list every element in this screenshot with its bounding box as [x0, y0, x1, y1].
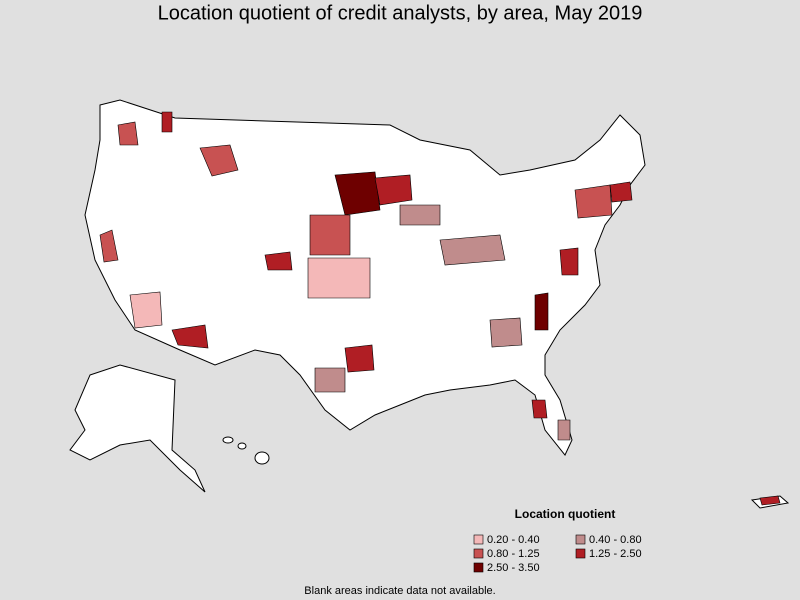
area	[161, 111, 173, 133]
area	[344, 344, 375, 373]
area	[759, 495, 781, 506]
legend-label: 1.25 - 2.50	[589, 548, 642, 560]
footnote: Blank areas indicate data not available.	[304, 585, 495, 597]
hawaii	[222, 436, 270, 465]
map-title: Location quotient of credit analysts, by…	[158, 2, 643, 24]
area	[374, 174, 413, 206]
legend-swatch	[575, 534, 586, 545]
legend: 0.20 - 0.40 0.40 - 0.80 0.80 - 1.25 1.25 - …	[473, 534, 642, 574]
legend-label: 0.80 - 1.25	[487, 548, 540, 560]
area	[264, 251, 293, 271]
legend-swatch	[575, 548, 586, 559]
area	[439, 234, 506, 266]
area	[199, 144, 239, 177]
legend-label: 0.40 - 0.80	[589, 534, 642, 546]
legend-title: Location quotient	[515, 507, 616, 521]
hawaii-island	[237, 442, 247, 450]
area	[609, 181, 633, 203]
area	[334, 171, 381, 216]
legend-swatch	[473, 548, 484, 559]
hawaii-island	[222, 436, 234, 444]
legend-label: 2.50 - 3.50	[487, 562, 540, 574]
legend-swatch	[473, 562, 484, 573]
area	[489, 317, 523, 348]
hawaii-island	[254, 451, 270, 465]
area	[307, 257, 371, 299]
area	[309, 214, 351, 256]
area	[559, 247, 579, 276]
area	[171, 324, 209, 349]
area	[557, 419, 571, 441]
area	[129, 291, 163, 329]
legend-swatch	[473, 534, 484, 545]
area	[117, 121, 139, 146]
area-patches	[99, 111, 781, 506]
area	[99, 229, 119, 263]
area	[531, 399, 548, 419]
alaska	[69, 364, 206, 493]
area	[399, 204, 441, 226]
area	[534, 292, 549, 331]
area	[314, 367, 346, 393]
legend-label: 0.20 - 0.40	[487, 534, 540, 546]
area	[574, 184, 613, 219]
